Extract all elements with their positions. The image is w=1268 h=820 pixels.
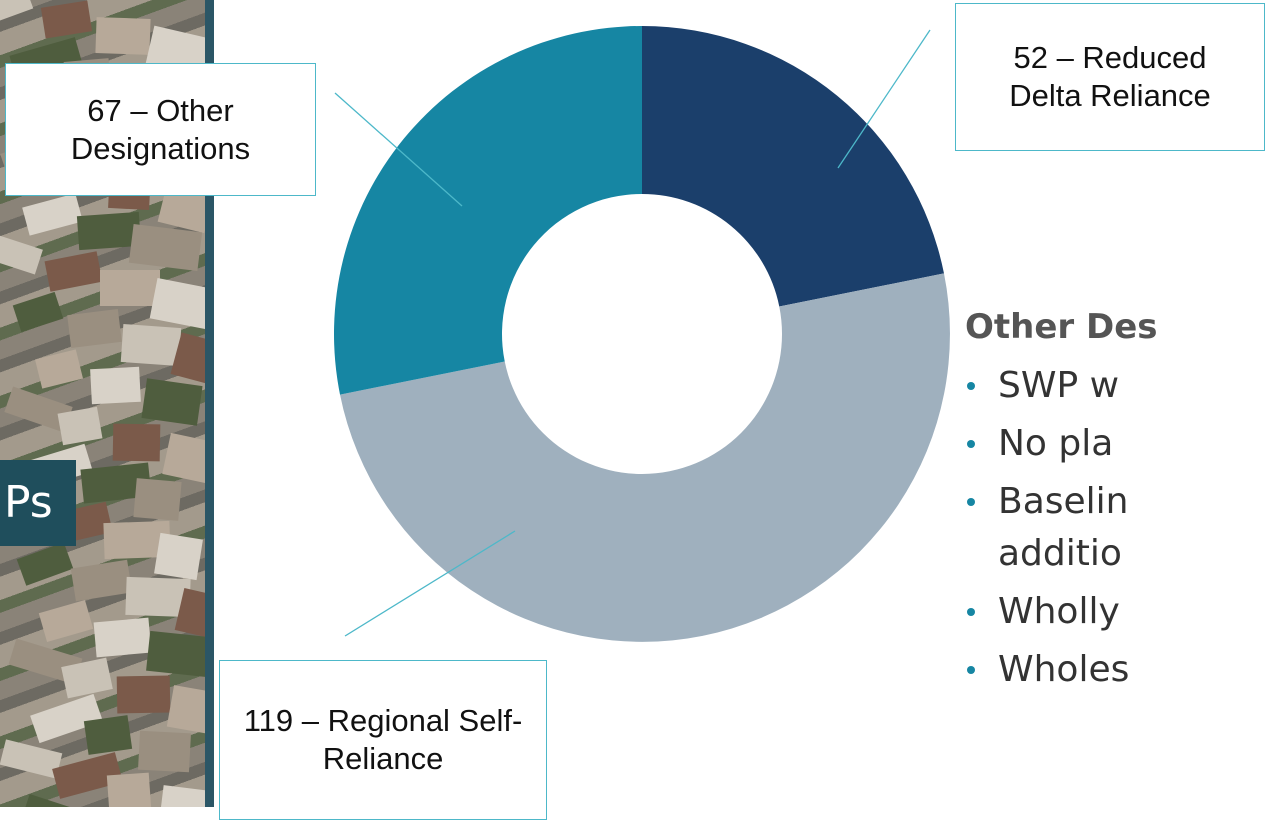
data-label: 119 – Regional Self-Reliance — [219, 660, 547, 820]
data-label: 67 – Other Designations — [5, 63, 316, 196]
notes: Other Des SWP w No pla Baselin additio Whol… — [965, 300, 1268, 702]
bullet: Wholly — [965, 586, 1268, 638]
data-label: 52 – Reduced Delta Reliance — [955, 3, 1265, 151]
bullet: No pla — [965, 418, 1268, 470]
bullet: Baselin additio — [965, 476, 1268, 580]
slide: Ps Other Des SWP wNo plaBaselin additioW… — [0, 0, 1268, 807]
slice — [642, 26, 944, 306]
notes-heading: Other Des — [965, 300, 1268, 354]
slice — [334, 26, 642, 395]
bullet: Wholes — [965, 644, 1268, 696]
bullet-list: SWP w No pla Baselin additio Wholly Wholes — [965, 360, 1268, 696]
bullet: SWP w — [965, 360, 1268, 412]
